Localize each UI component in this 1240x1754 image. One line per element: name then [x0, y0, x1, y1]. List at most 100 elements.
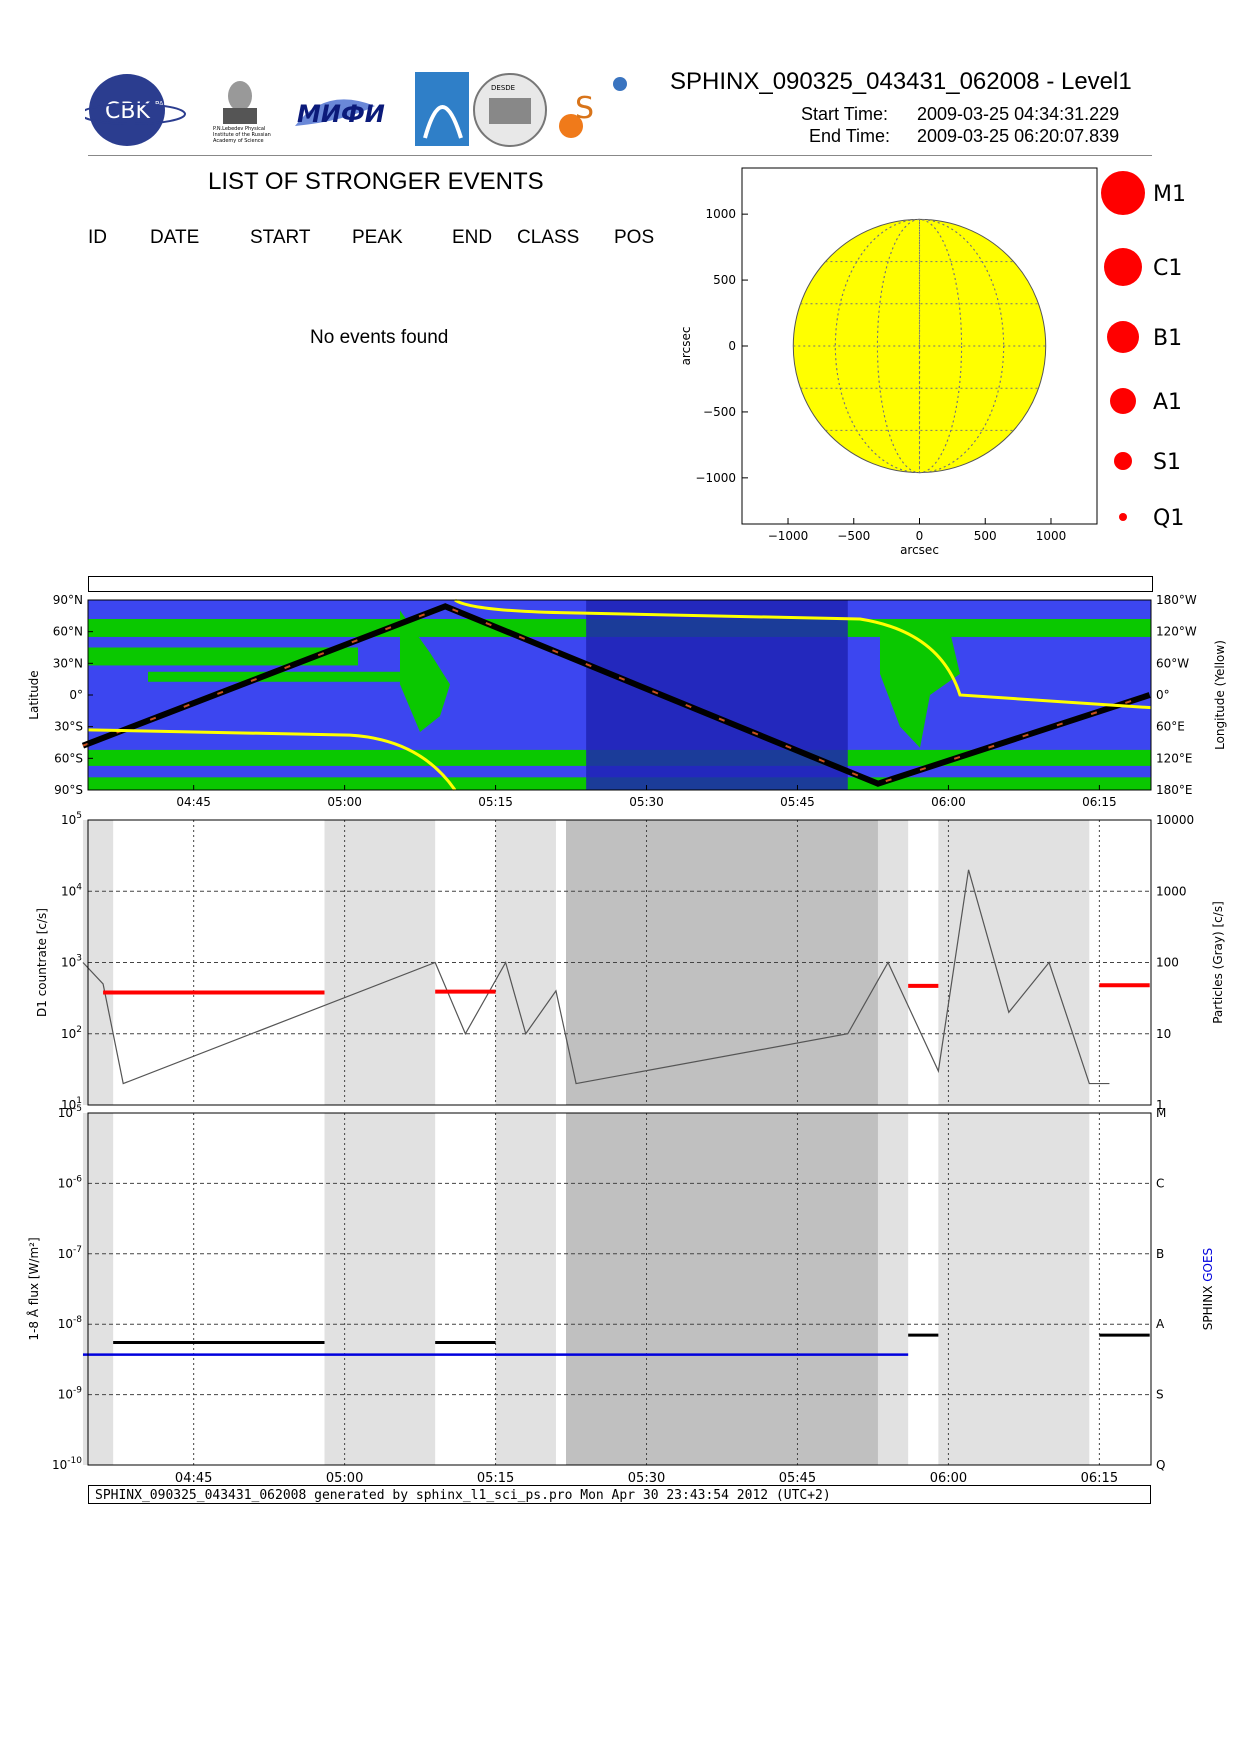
map-time-tick-label: 04:45	[176, 795, 211, 809]
d1-right-tick-label: 1000	[1156, 884, 1187, 898]
time-series-plot: 90°N 60°N 30°N 0° 30°S 60°S 90°S 180°W 120°W 60°W…	[0, 590, 1240, 1494]
map-time-tick-label: 06:00	[931, 795, 966, 809]
flare-label-b1: B1	[1153, 326, 1182, 351]
flux-left-tick-label: 10-7	[58, 1245, 82, 1261]
sun-map-svg: −1000 −1000 −500 −500 0 0 500 500 1000 1000 arcsec…	[679, 167, 1098, 557]
d1-right-tick-label: 10	[1156, 1027, 1171, 1041]
mifi-logo-text: МИФИ	[297, 100, 385, 128]
d1-right-tick-label: 100	[1156, 956, 1179, 970]
flux-y-axis-label: 1-8 Å flux [W/m²]	[26, 1237, 41, 1340]
map-time-tick-label: 05:30	[629, 795, 664, 809]
cbk-logo-sub: PAN	[155, 100, 169, 108]
flare-label-a1: A1	[1153, 390, 1182, 415]
shaded-interval	[566, 1113, 878, 1465]
d1-left-tick-label: 101	[61, 1096, 82, 1112]
empty-info-bar	[88, 576, 1153, 592]
column-header-start: START	[250, 227, 311, 248]
flux-left-tick-label: 10-9	[58, 1386, 83, 1402]
map-landmass	[88, 647, 358, 666]
observatory-logo-text: DESDE	[491, 84, 515, 92]
observatory-logo: DESDE	[473, 73, 547, 147]
page-title: SPHINX_090325_043431_062008 - Level1	[670, 68, 1132, 95]
map-time-tick-label: 05:00	[327, 795, 362, 809]
d1-right-axis-label: Particles (Gray) [c/s]	[1211, 901, 1225, 1024]
end-time-label: End Time:	[809, 126, 891, 146]
flare-marker-m1	[1101, 171, 1145, 215]
map-longitude-curve-1	[87, 728, 457, 791]
sun-x-tick-label: 0	[916, 529, 924, 543]
d1-left-tick-label: 104	[61, 882, 82, 898]
map-time-tick-label: 05:15	[478, 795, 513, 809]
column-header-end: END	[452, 227, 493, 248]
solar-longitude-line	[876, 218, 963, 474]
flare-label-s1: S1	[1153, 450, 1181, 475]
map-right-axis-label: Longitude (Yellow)	[1213, 640, 1227, 750]
time-series-svg: 90°N 60°N 30°N 0° 30°S 60°S 90°S 180°W 120°W 60°W…	[26, 593, 1227, 1486]
map-y-axis-label: Latitude	[27, 670, 41, 719]
flux-panel-frame	[87, 1112, 1152, 1466]
d1-panel-frame	[87, 819, 1152, 1106]
map-latitude-tick-label: 0°	[69, 688, 83, 702]
d1-left-tick-label: 102	[61, 1025, 82, 1041]
particles-series-line	[82, 869, 1110, 1085]
flare-class-legend: M1 C1 B1 A1 S1 Q1	[1095, 165, 1215, 539]
map-latitude-tick-label: 60°S	[54, 751, 83, 765]
sun-y-tick-label: 1000	[705, 207, 736, 221]
map-longitude-tick-label: 180°W	[1156, 593, 1197, 607]
map-longitude-curve-2	[454, 598, 1152, 710]
sun-y-tick-label: 500	[713, 273, 736, 287]
logo-strip: CBK PAN P.N.Lebedev Physical Institute o…	[80, 66, 645, 156]
sphinx-logo: S	[559, 77, 627, 138]
flux-right-tick-label: S	[1156, 1388, 1164, 1402]
flux-left-tick-label: 10-6	[58, 1174, 83, 1190]
flux-right-tick-label: Q	[1156, 1458, 1165, 1472]
flux-time-tick-label: 06:00	[930, 1471, 967, 1486]
sun-x-tick-label: −500	[837, 529, 870, 543]
map-landmass-africa	[400, 610, 450, 732]
flux-left-tick-label: 10-5	[58, 1104, 82, 1120]
flux-time-tick-label: 05:45	[779, 1471, 816, 1486]
flux-left-tick-label: 10-10	[52, 1456, 82, 1472]
map-longitude-tick-label: 0°	[1156, 688, 1170, 702]
flux-time-tick-label: 05:30	[628, 1471, 665, 1486]
map-longitude-tick-label: 120°E	[1156, 751, 1193, 765]
flare-label-m1: M1	[1153, 182, 1186, 207]
map-longitude-tick-label: 60°E	[1156, 720, 1185, 734]
flare-label-c1: C1	[1153, 256, 1182, 281]
map-latitude-tick-label: 60°N	[53, 625, 83, 639]
lebedev-line-1: P.N.Lebedev Physical	[213, 126, 265, 132]
sphinx-logo-text: S	[575, 91, 594, 126]
flux-time-tick-label: 05:00	[326, 1471, 363, 1486]
flare-marker-q1	[1119, 513, 1127, 521]
lebedev-line-2: Institute of the Russian	[213, 132, 271, 138]
end-time-value: 2009-03-25 06:20:07.839	[917, 126, 1120, 146]
column-header-peak: PEAK	[352, 227, 403, 248]
column-header-date: DATE	[150, 227, 200, 248]
map-time-tick-label: 05:45	[780, 795, 815, 809]
sun-map: −1000 −1000 −500 −500 0 0 500 500 1000 1000 arcsec…	[679, 165, 1100, 569]
cbk-logo: CBK PAN	[80, 74, 186, 146]
flux-right-tick-label: A	[1156, 1317, 1165, 1331]
flux-right-tick-label: M	[1156, 1106, 1166, 1120]
d1-left-tick-label: 105	[61, 811, 82, 827]
d1-right-tick-label: 1	[1156, 1098, 1164, 1112]
flux-left-tick-label: 10-8	[58, 1315, 83, 1331]
map-landmass-americas	[880, 619, 960, 748]
map-latitude-tick-label: 90°N	[53, 593, 83, 607]
sun-y-tick-label: −1000	[695, 471, 736, 485]
header-divider	[88, 155, 1152, 156]
map-landmass	[148, 671, 428, 682]
shaded-interval	[877, 1113, 909, 1465]
map-longitude-tick-label: 120°W	[1156, 625, 1197, 639]
cbk-logo-text: CBK	[105, 99, 150, 124]
flux-right-tick-label: C	[1156, 1176, 1164, 1190]
solar-longitude-line	[834, 218, 1005, 474]
map-time-tick-label: 06:15	[1082, 795, 1117, 809]
sun-y-tick-label: −500	[703, 405, 736, 419]
sun-x-tick-label: 500	[974, 529, 997, 543]
shaded-interval	[938, 1113, 1090, 1465]
sun-y-tick-label: 0	[728, 339, 736, 353]
start-time-label: Start Time:	[801, 104, 889, 124]
flux-time-tick-label: 05:15	[477, 1471, 514, 1486]
lebedev-line-3: Academy of Science	[213, 138, 264, 144]
